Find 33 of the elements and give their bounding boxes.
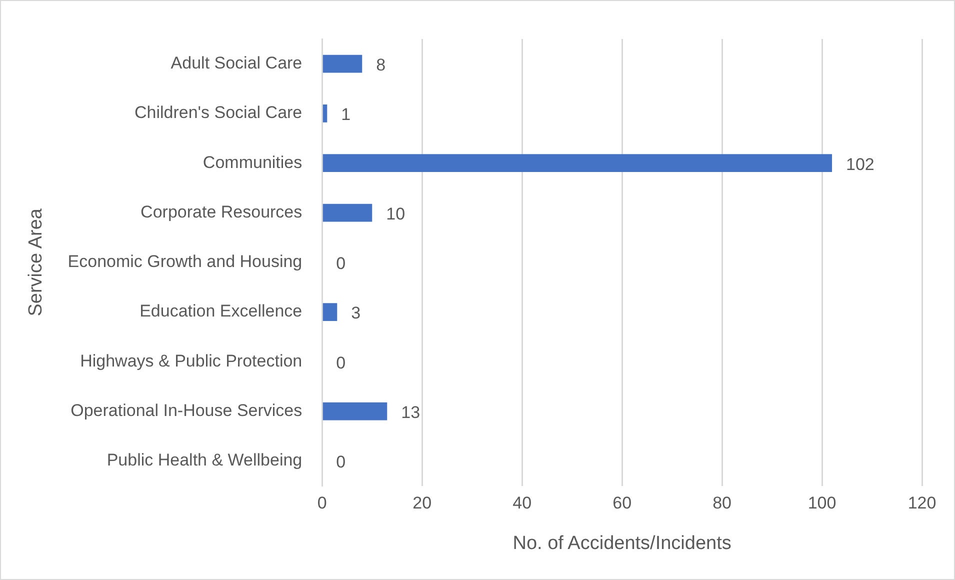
x-tick-label: 80: [712, 494, 732, 513]
y-tick-label: Highways & Public Protection: [80, 351, 302, 370]
bar: [322, 303, 338, 321]
data-label: 10: [386, 204, 406, 224]
y-tick-label: Education Excellence: [140, 302, 302, 321]
data-label: 1: [341, 105, 351, 124]
x-axis-title: No. of Accidents/Incidents: [512, 532, 732, 554]
data-label: 102: [846, 154, 874, 174]
y-tick-label: Adult Social Care: [170, 54, 302, 73]
x-tick-label: 120: [908, 494, 936, 513]
bar: [322, 154, 832, 172]
y-tick-label: Communities: [202, 152, 302, 172]
bar: [322, 104, 328, 122]
y-tick-label: Children's Social Care: [134, 103, 302, 122]
bar: [322, 402, 388, 420]
data-label: 0: [336, 254, 346, 274]
x-tick-label: 0: [317, 494, 327, 513]
data-label: 13: [401, 403, 420, 422]
bar: [322, 204, 372, 222]
y-tick-label: Corporate Resources: [140, 202, 302, 222]
y-tick-label: Economic Growth and Housing: [68, 252, 302, 272]
data-label: 0: [336, 452, 346, 472]
x-tick-label: 60: [612, 494, 632, 513]
x-tick-label: 20: [412, 494, 432, 513]
y-tick-label: Public Health & Wellbeing: [106, 450, 302, 470]
data-label: 3: [351, 304, 361, 323]
y-tick-label: Operational In-House Services: [70, 401, 302, 420]
y-axis-title: Service Area: [26, 208, 47, 316]
x-tick-label: 100: [808, 494, 836, 513]
data-label: 8: [376, 56, 386, 75]
data-label: 0: [336, 353, 346, 372]
x-tick-label: 40: [512, 494, 532, 513]
bar: [322, 54, 362, 73]
